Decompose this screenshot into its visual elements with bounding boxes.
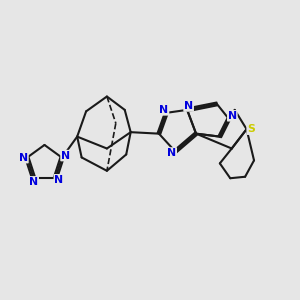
- Text: N: N: [184, 101, 193, 111]
- Text: N: N: [228, 111, 237, 121]
- Text: N: N: [19, 153, 28, 163]
- Text: N: N: [29, 177, 38, 187]
- Text: N: N: [61, 151, 70, 160]
- Text: N: N: [54, 175, 63, 185]
- Text: N: N: [167, 148, 176, 158]
- Text: S: S: [247, 124, 255, 134]
- Text: N: N: [159, 105, 169, 115]
